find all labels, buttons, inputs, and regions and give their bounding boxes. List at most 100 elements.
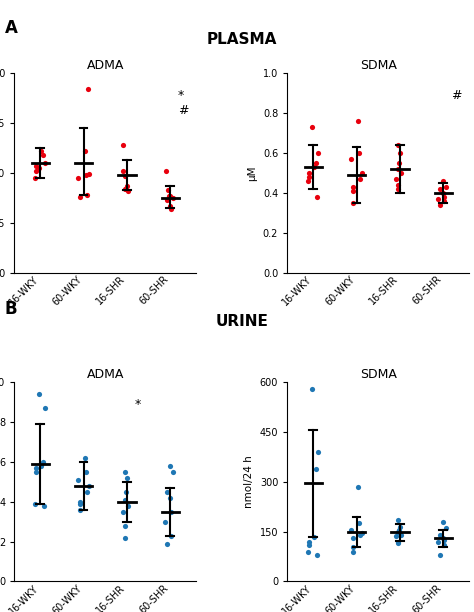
Point	[306, 172, 313, 182]
Point	[354, 482, 362, 491]
Point	[37, 461, 45, 471]
Point	[74, 173, 82, 183]
Point	[39, 150, 46, 160]
Point	[436, 530, 444, 540]
Point	[315, 447, 322, 457]
Point	[395, 539, 402, 548]
Point	[397, 168, 405, 178]
Point	[163, 166, 170, 176]
Point	[161, 517, 169, 526]
Point	[443, 523, 450, 533]
Point	[170, 193, 177, 203]
Point	[306, 168, 313, 178]
Point	[76, 505, 84, 515]
Point	[166, 461, 173, 471]
Point	[163, 539, 170, 548]
Text: PLASMA: PLASMA	[207, 32, 277, 47]
Point	[85, 169, 92, 179]
Point	[165, 191, 173, 201]
Point	[439, 533, 447, 543]
Point	[394, 527, 401, 537]
Point	[310, 532, 318, 542]
Point	[76, 499, 84, 509]
Point	[392, 174, 400, 184]
Point	[315, 148, 322, 158]
Point	[83, 190, 91, 200]
Point	[310, 162, 318, 172]
Point	[170, 467, 177, 477]
Text: *
#: * #	[178, 89, 189, 118]
Point	[33, 161, 40, 171]
Point	[306, 537, 313, 547]
Point	[39, 457, 46, 467]
Point	[122, 487, 130, 497]
Point	[121, 184, 128, 194]
Point	[394, 164, 401, 174]
Point	[314, 550, 321, 560]
Y-axis label: μM: μM	[247, 165, 257, 181]
Point	[33, 166, 40, 176]
Point	[121, 521, 128, 531]
Point	[349, 542, 357, 551]
Point	[355, 148, 363, 158]
Point	[121, 171, 128, 181]
Point	[85, 481, 92, 491]
Y-axis label: nmol/24 h: nmol/24 h	[244, 455, 254, 508]
Point	[312, 464, 319, 474]
Point	[31, 499, 39, 509]
Point	[358, 528, 365, 538]
Point	[122, 532, 129, 542]
Point	[33, 463, 40, 472]
Point	[166, 201, 174, 211]
Point	[35, 389, 43, 399]
Point	[166, 493, 174, 502]
Point	[163, 487, 171, 497]
Point	[119, 140, 127, 150]
Point	[436, 184, 444, 194]
Point	[82, 170, 90, 180]
Point	[123, 181, 131, 191]
Point	[124, 501, 132, 510]
Point	[394, 537, 401, 547]
Point	[81, 453, 89, 463]
Point	[441, 540, 448, 550]
Point	[349, 182, 357, 192]
Point	[166, 191, 173, 201]
Point	[394, 515, 401, 525]
Point	[304, 547, 312, 556]
Point	[74, 475, 82, 485]
Point	[121, 467, 128, 477]
Point	[308, 122, 316, 132]
Point	[395, 184, 402, 194]
Point	[439, 188, 447, 198]
Point	[121, 495, 128, 505]
Point	[440, 535, 448, 545]
Point	[439, 176, 447, 186]
Point	[395, 525, 403, 535]
Point	[31, 173, 39, 183]
Point	[347, 525, 355, 535]
Point	[314, 192, 321, 202]
Point	[441, 196, 448, 206]
Point	[439, 517, 447, 526]
Point	[443, 182, 450, 192]
Point	[394, 140, 401, 150]
Point	[349, 533, 357, 543]
Point	[167, 204, 175, 214]
Point	[308, 384, 316, 394]
Point	[119, 166, 127, 176]
Text: #: #	[451, 89, 462, 102]
Point	[356, 174, 364, 184]
Point	[41, 501, 48, 510]
Point	[356, 530, 364, 540]
Text: *: *	[135, 398, 141, 411]
Point	[347, 154, 355, 164]
Point	[167, 507, 175, 517]
Point	[394, 180, 401, 190]
Point	[84, 84, 91, 94]
Point	[33, 467, 40, 477]
Text: B: B	[5, 300, 18, 318]
Point	[168, 531, 175, 540]
Point	[42, 403, 49, 413]
Point	[355, 518, 363, 528]
